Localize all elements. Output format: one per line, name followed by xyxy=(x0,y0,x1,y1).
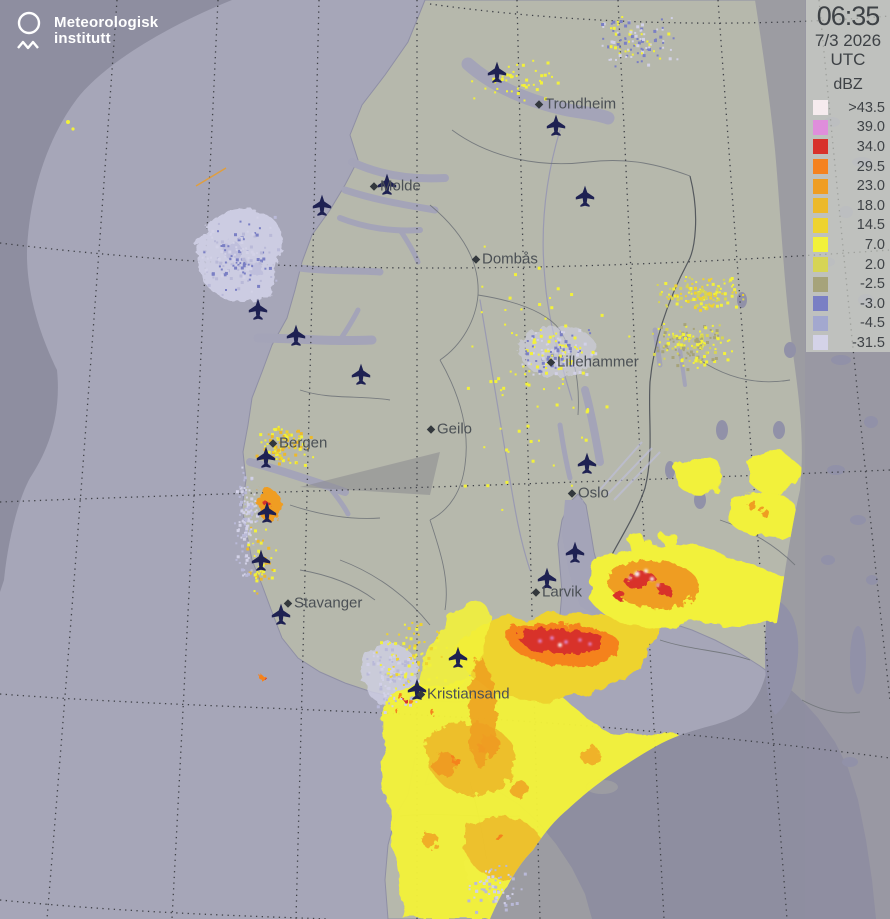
legend-row: 23.0 xyxy=(806,176,890,196)
legend-swatch xyxy=(813,119,828,135)
legend-row: 14.5 xyxy=(806,216,890,236)
legend-label: -2.5 xyxy=(860,276,885,293)
city-label: Trondheim xyxy=(545,95,617,113)
city-marker-diamond xyxy=(416,689,426,699)
radar-shadow-wedge xyxy=(300,452,440,495)
legend-swatch xyxy=(813,100,828,116)
met-logo: Meteorologisk institutt xyxy=(14,10,158,54)
legend-swatch xyxy=(813,315,828,331)
legend-row: -4.5 xyxy=(806,314,890,334)
legend-label: -4.5 xyxy=(860,315,885,332)
logo-line-1: Meteorologisk xyxy=(54,14,159,31)
city-lillehammer: Lillehammer xyxy=(546,353,639,371)
legend-swatch xyxy=(813,237,828,253)
city-label: Dombås xyxy=(482,250,538,268)
legend-swatch xyxy=(813,159,828,175)
city-marker-diamond xyxy=(471,254,481,264)
city-marker-diamond xyxy=(546,357,556,367)
legend-label: -31.5 xyxy=(851,334,885,351)
city-marker-diamond xyxy=(531,587,541,597)
legend-row: -2.5 xyxy=(806,274,890,294)
city-larvik: Larvik xyxy=(531,583,583,601)
clock-time: 06:35 xyxy=(816,1,881,31)
legend-row: 18.0 xyxy=(806,196,890,216)
city-label: Larvik xyxy=(542,583,583,601)
city-label: Lillehammer xyxy=(557,353,639,371)
legend-label: 34.0 xyxy=(856,138,885,155)
legend: >43.5 39.0 34.0 29.5 23.0 18.0 14.5 7.0 2.0 -2.5 -… xyxy=(806,98,890,353)
legend-swatch xyxy=(813,257,828,273)
city-stavanger: Stavanger xyxy=(283,594,363,612)
city-bergen: Bergen xyxy=(268,434,328,452)
legend-swatch xyxy=(813,217,828,233)
legend-label: -3.0 xyxy=(860,295,885,312)
city-label: Molde xyxy=(380,177,421,195)
city-label: Stavanger xyxy=(294,594,363,612)
legend-label: 29.5 xyxy=(856,158,885,175)
city-marker-diamond xyxy=(534,99,544,109)
legend-swatch xyxy=(813,296,828,312)
city-marker-diamond xyxy=(268,438,278,448)
legend-row: 2.0 xyxy=(806,255,890,275)
city-label: Bergen xyxy=(279,434,328,452)
city-label: Kristiansand xyxy=(427,685,510,703)
clock-timezone: UTC xyxy=(830,50,866,69)
city-marker-diamond xyxy=(567,488,577,498)
met-logo-icon xyxy=(14,10,44,54)
city-marker-diamond xyxy=(283,598,293,608)
clock-date: 7/3 2026 xyxy=(814,31,882,50)
city-molde: Molde xyxy=(369,177,421,195)
legend-label: 18.0 xyxy=(856,197,885,214)
legend-row: 7.0 xyxy=(806,235,890,255)
legend-label: 23.0 xyxy=(856,178,885,195)
city-dombs: Dombås xyxy=(471,250,538,268)
info-panel: 06:35 7/3 2026 UTC dBZ >43.5 39.0 34.0 29.5… xyxy=(806,0,890,352)
legend-row: -31.5 xyxy=(806,333,890,353)
legend-label: 14.5 xyxy=(856,217,885,234)
fjords-lakes xyxy=(246,57,687,571)
city-kristiansand: Kristiansand xyxy=(416,685,510,703)
city-geilo: Geilo xyxy=(426,420,473,438)
legend-row: 29.5 xyxy=(806,157,890,177)
legend-unit: dBZ xyxy=(833,76,863,93)
city-label: Oslo xyxy=(578,484,609,502)
oslofjord xyxy=(562,500,622,618)
intense-precip-cores xyxy=(538,569,660,647)
legend-row: -3.0 xyxy=(806,294,890,314)
city-label: Geilo xyxy=(437,420,473,438)
legend-swatch xyxy=(813,139,828,155)
legend-row: 34.0 xyxy=(806,137,890,157)
precip-speckles xyxy=(201,16,745,914)
legend-label: >43.5 xyxy=(848,99,885,116)
legend-swatch xyxy=(813,276,828,292)
legend-row: >43.5 xyxy=(806,98,890,118)
legend-label: 2.0 xyxy=(864,256,885,273)
city-marker-diamond xyxy=(426,424,436,434)
legend-label: 7.0 xyxy=(864,236,885,253)
legend-label: 39.0 xyxy=(856,119,885,136)
city-marker-diamond xyxy=(369,181,379,191)
logo-line-2: institutt xyxy=(54,30,111,47)
legend-swatch xyxy=(813,178,828,194)
met-logo-text: Meteorologisk institutt xyxy=(54,10,158,47)
city-trondheim: Trondheim xyxy=(534,95,617,113)
city-oslo: Oslo xyxy=(567,484,609,502)
legend-swatch xyxy=(813,335,828,351)
legend-swatch xyxy=(813,198,828,214)
legend-row: 39.0 xyxy=(806,118,890,138)
